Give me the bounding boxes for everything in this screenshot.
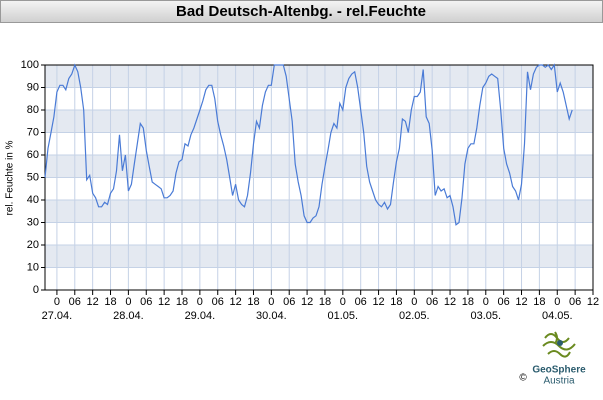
date-label: 02.05. [399,310,430,322]
y-axis-label: rel. Feuchte in % [5,140,16,215]
x-tick-label: 12 [587,296,599,308]
grid-band [45,110,593,133]
x-tick-label: 18 [104,296,116,308]
data-line [44,63,573,226]
x-tick-label: 06 [426,296,438,308]
grid-band [45,65,593,88]
x-tick-label: 0 [483,296,489,308]
x-tick-label: 0 [340,296,346,308]
date-label: 03.05. [470,310,501,322]
x-tick-label: 06 [212,296,224,308]
x-tick-label: 0 [268,296,274,308]
x-tick-label: 06 [498,296,510,308]
y-tick-label: 50 [27,171,39,183]
date-label: 28.04. [113,310,144,322]
plot-area: 0 10 20 30 40 50 60 70 80 90 100 0 06 12 18 0 06 12 18 0 06 1… [21,59,599,322]
x-tick-label: 12 [158,296,170,308]
x-tick-label: 12 [515,296,527,308]
logo: GeoSphere Austria © [519,331,586,387]
y-tick-label: 90 [27,81,39,93]
x-tick-label: 06 [69,296,81,308]
y-tick-label: 20 [27,239,39,251]
logo-sub: Austria [543,376,575,387]
x-tick-label: 06 [283,296,295,308]
y-tick-label: 80 [27,104,39,116]
x-tick-label: 18 [319,296,331,308]
x-tick-label: 18 [533,296,545,308]
x-tick-label: 0 [554,296,560,308]
x-tick-label: 0 [125,296,131,308]
x-tick-label: 12 [87,296,99,308]
x-tick-label: 18 [390,296,402,308]
y-tick-label: 60 [27,149,39,161]
date-label: 04.05. [542,310,573,322]
y-tick-label: 0 [33,284,39,296]
date-label: 30.04. [256,310,287,322]
x-tick-label: 06 [355,296,367,308]
x-tick-label: 18 [176,296,188,308]
grid-band [45,245,593,268]
x-tick-label: 12 [301,296,313,308]
date-label: 01.05. [328,310,359,322]
x-tick-label: 12 [372,296,384,308]
chart-title: Bad Deutsch-Altenbg. - rel.Feuchte [176,3,426,20]
y-tick-label: 10 [27,261,39,273]
x-tick-label: 0 [411,296,417,308]
copyright: © [519,373,527,384]
date-label: 29.04. [185,310,216,322]
x-tick-label: 0 [197,296,203,308]
x-tick-label: 18 [462,296,474,308]
x-tick-label: 12 [229,296,241,308]
y-tick-label: 70 [27,126,39,138]
x-tick-label: 06 [140,296,152,308]
x-tick-label: 06 [569,296,581,308]
date-label: 27.04. [42,310,73,322]
x-tick-label: 18 [247,296,259,308]
y-tick-label: 40 [27,194,39,206]
x-tick-label: 12 [444,296,456,308]
y-tick-label: 30 [27,216,39,228]
logo-dot [557,340,563,346]
y-tick-label: 100 [21,59,39,71]
logo-brand: GeoSphere [532,365,586,376]
x-tick-label: 0 [54,296,60,308]
logo-mark [542,331,576,358]
